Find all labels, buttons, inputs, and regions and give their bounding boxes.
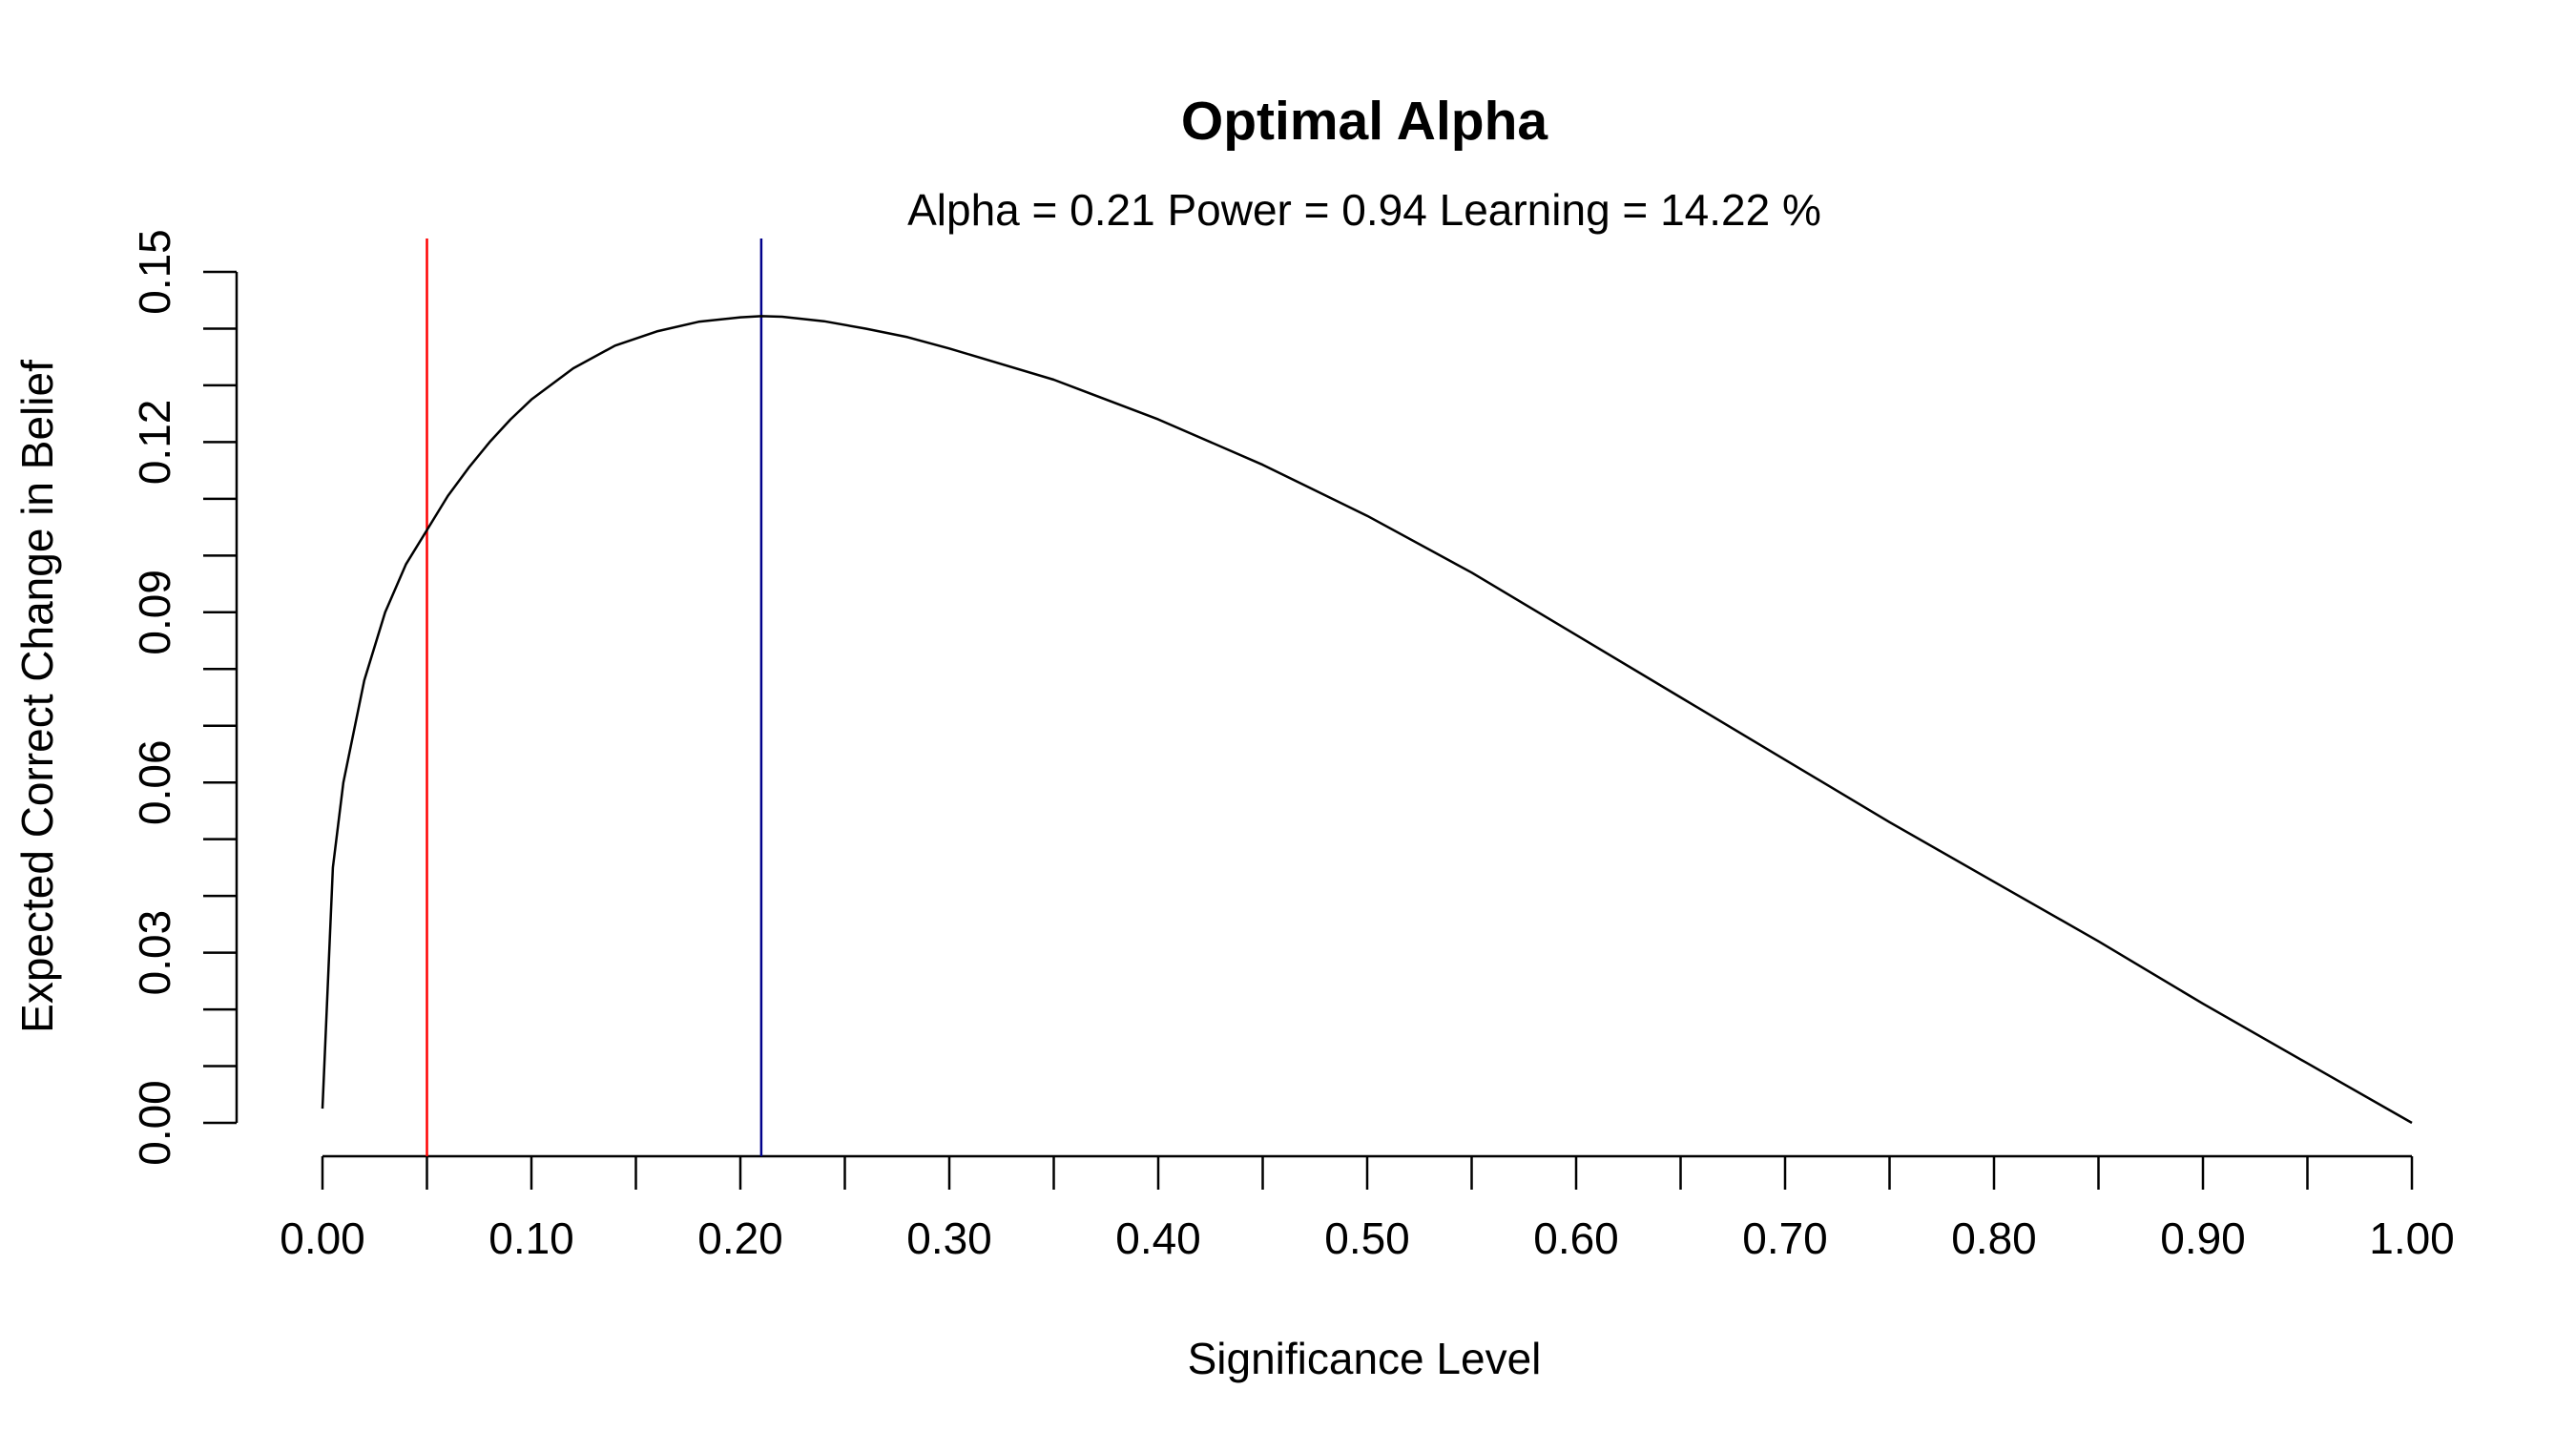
- x-tick-label: 0.10: [488, 1213, 574, 1263]
- x-tick-label: 0.50: [1324, 1213, 1410, 1263]
- series-group: [321, 315, 2413, 1125]
- x-tick-label: 0.20: [697, 1213, 783, 1263]
- x-tick-label: 0.00: [280, 1213, 365, 1263]
- y-axis: 0.00 0.03 0.06 0.09 0.12 0.15: [130, 229, 239, 1166]
- y-tick-label: 0.15: [130, 229, 179, 315]
- x-axis: 0.00 0.10 0.20 0.30 0.40 0.50 0.60 0.70 0.80 0.90…: [280, 1154, 2455, 1263]
- expected-change-curve: [321, 315, 2413, 1125]
- y-tick-label: 0.09: [130, 570, 179, 655]
- x-tick-label: 0.60: [1533, 1213, 1619, 1263]
- x-tick-label: 0.40: [1115, 1213, 1201, 1263]
- x-tick-label: 0.90: [2160, 1213, 2246, 1263]
- y-tick-label: 0.00: [130, 1080, 179, 1166]
- x-tick-label: 0.80: [1951, 1213, 2037, 1263]
- x-tick-label: 0.30: [906, 1213, 992, 1263]
- y-tick-label: 0.06: [130, 739, 179, 825]
- x-tick-label: 1.00: [2369, 1213, 2455, 1263]
- y-axis-label: Expected Correct Change in Belief: [12, 360, 62, 1033]
- y-tick-label: 0.03: [130, 910, 179, 996]
- chart-subtitle: Alpha = 0.21 Power = 0.94 Learning = 14.…: [907, 185, 1821, 235]
- chart-title: Optimal Alpha: [1181, 91, 1549, 152]
- x-axis-label: Significance Level: [1188, 1334, 1542, 1383]
- x-tick-label: 0.70: [1742, 1213, 1828, 1263]
- reference-lines: [426, 238, 763, 1156]
- y-tick-label: 0.12: [130, 400, 179, 486]
